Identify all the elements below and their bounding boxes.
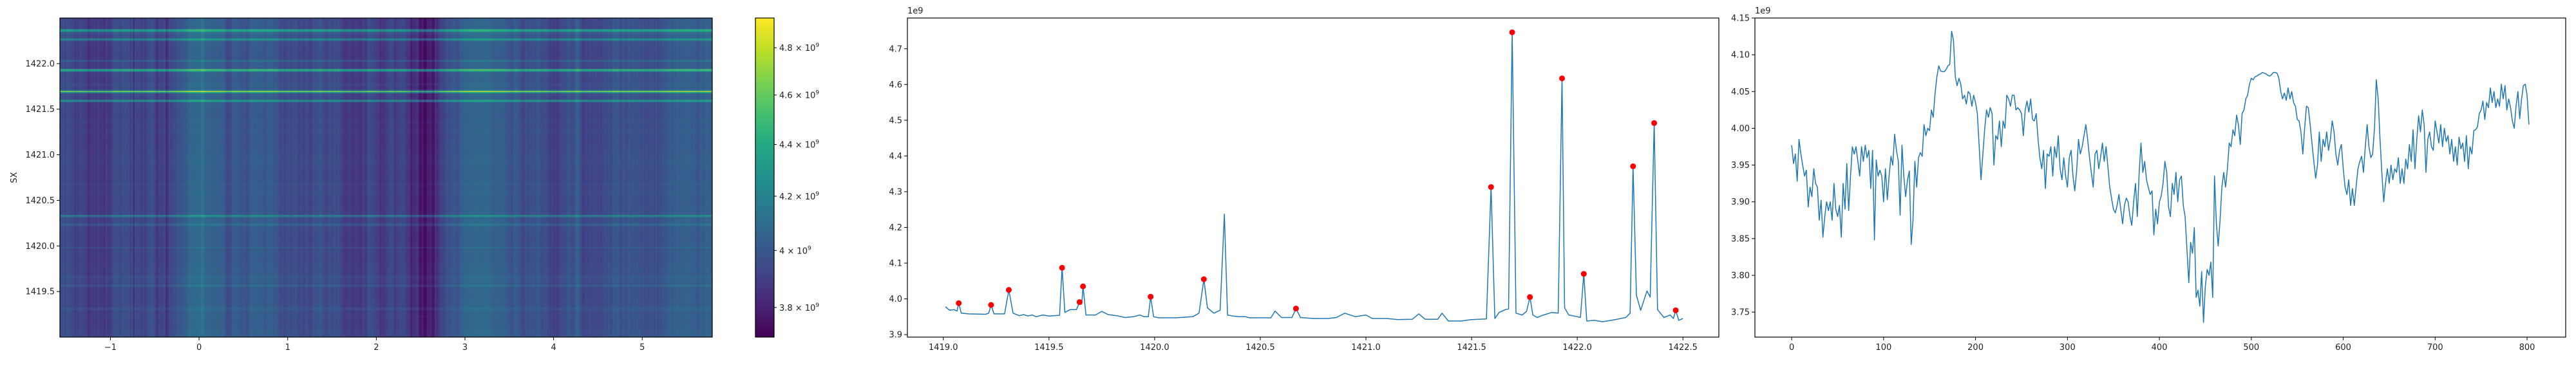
- y-tick-label: 4.00: [1731, 124, 1750, 134]
- y-tick-label: 4.1: [889, 259, 902, 269]
- x-tick-label: 4: [551, 343, 556, 353]
- peak-marker: [1293, 306, 1299, 312]
- y-tick-label: 3.90: [1731, 198, 1750, 207]
- colorbar-gradient: [755, 17, 775, 338]
- peak-marker: [1488, 184, 1494, 190]
- x-tick-label: −1: [104, 343, 117, 353]
- peak-marker: [1006, 287, 1012, 293]
- y-tick-label: 4.6: [889, 80, 902, 90]
- x-tick-label: 200: [1967, 343, 1984, 353]
- x-tick-label: 1422.5: [1668, 343, 1698, 353]
- peak-marker: [1630, 163, 1636, 170]
- y-tick-label: 1421.5: [26, 105, 55, 115]
- x-tick-label: 1419.0: [929, 343, 958, 353]
- x-tick-label: 1420.0: [1140, 343, 1170, 353]
- x-tick-label: 0: [1789, 343, 1794, 353]
- x-tick-label: 5: [639, 343, 645, 353]
- y-tick-label: 1420.0: [26, 242, 55, 252]
- colorbar-tick-label: 3.8 × 109: [779, 302, 819, 313]
- y-tick-label: 3.85: [1731, 234, 1750, 244]
- colorbar-tick-exponent: 9: [815, 302, 819, 309]
- x-tick-label: 700: [2427, 343, 2443, 353]
- peak-marker: [1148, 293, 1154, 300]
- y-tick-label: 3.95: [1731, 161, 1750, 170]
- colorbar-tick-mantissa: 4.6 × 10: [779, 91, 815, 101]
- y-tick-label: 4.7: [889, 44, 902, 54]
- axes-frame: [59, 17, 713, 338]
- colorbar-tick-exponent: 9: [815, 191, 819, 198]
- peak-marker: [1527, 294, 1533, 300]
- x-tick-label: 300: [2060, 343, 2076, 353]
- colorbar-tick-mantissa: 4.4 × 10: [779, 141, 815, 151]
- peak-marker: [1672, 307, 1679, 313]
- y-tick-label: 3.9: [889, 331, 902, 340]
- x-tick-label: 400: [2152, 343, 2168, 353]
- y-tick-label: 3.80: [1731, 271, 1750, 281]
- axes-frame: [907, 17, 1719, 338]
- x-tick-label: 2: [374, 343, 379, 353]
- x-tick-label: 1: [285, 343, 290, 353]
- colorbar-tick-exponent: 9: [808, 245, 811, 252]
- x-tick-label: 1421.5: [1457, 343, 1486, 353]
- y-tick-label: 1422.0: [26, 59, 55, 69]
- colorbar-tick-label: 4.8 × 109: [779, 42, 819, 53]
- x-tick-label: 500: [2243, 343, 2259, 353]
- x-tick-label: 0: [196, 343, 202, 353]
- colorbar-tick-label: 4.4 × 109: [779, 140, 819, 151]
- peak-marker: [1059, 264, 1065, 271]
- peak-marker: [1559, 75, 1566, 82]
- peak-line-panel: 1419.0 1419.5 1420.0 1420.5 1421.0 1421.5 1422…: [889, 6, 1719, 353]
- x-tick-label: 1419.5: [1034, 343, 1064, 353]
- peak-marker: [1651, 120, 1658, 126]
- y-tick-label: 4.10: [1731, 51, 1750, 60]
- series-line: [945, 32, 1683, 322]
- axis-offset-label: 1e9: [1755, 6, 1771, 16]
- y-tick-label: 4.15: [1731, 14, 1750, 24]
- peak-marker: [1200, 276, 1207, 282]
- series-line: [1791, 30, 2530, 323]
- colorbar-tick-mantissa: 4 × 10: [779, 246, 808, 256]
- x-tick-label: 1422.0: [1562, 343, 1592, 353]
- x-tick-label: 1420.5: [1245, 343, 1275, 353]
- y-tick-label: 1419.5: [26, 288, 55, 297]
- y-tick-label: 4.05: [1731, 87, 1750, 97]
- colorbar-tick-mantissa: 4.8 × 10: [779, 44, 815, 53]
- y-tick-label: 4.0: [889, 295, 902, 304]
- y-axis-label: SX: [10, 172, 19, 183]
- y-tick-label: 1421.0: [26, 151, 55, 160]
- colorbar-tick-mantissa: 4.2 × 10: [779, 192, 815, 202]
- peak-marker: [1080, 283, 1086, 290]
- heatmap-image: [60, 18, 712, 337]
- x-tick-label: 100: [1875, 343, 1891, 353]
- heatmap-panel: −1 0 1 2 3 4 5 1419.5 1420.0 1420.5 1421.0 1421.5 14…: [10, 17, 713, 353]
- colorbar-tick-label: 4 × 109: [779, 245, 811, 256]
- peak-marker: [1580, 271, 1587, 277]
- colorbar-tick-exponent: 9: [815, 140, 819, 146]
- y-tick-label: 4.4: [889, 152, 902, 161]
- y-tick-label: 4.3: [889, 187, 902, 197]
- axis-offset-label: 1e9: [907, 6, 923, 16]
- peak-marker: [988, 302, 994, 308]
- y-tick-label: 1420.5: [26, 196, 55, 206]
- y-tick-label: 3.75: [1731, 308, 1750, 318]
- x-tick-label: 600: [2335, 343, 2351, 353]
- colorbar-tick-mantissa: 3.8 × 10: [779, 304, 815, 313]
- colorbar-tick-label: 4.2 × 109: [779, 191, 819, 202]
- y-tick-label: 4.5: [889, 116, 902, 125]
- peak-marker: [1076, 299, 1083, 306]
- x-tick-label: 3: [462, 343, 468, 353]
- colorbar-tick-exponent: 9: [815, 90, 819, 96]
- axes-frame: [1754, 17, 2566, 338]
- y-tick-label: 4.2: [889, 223, 902, 233]
- peak-marker: [956, 300, 962, 306]
- x-tick-label: 800: [2519, 343, 2535, 353]
- colorbar-tick-label: 4.6 × 109: [779, 90, 819, 101]
- colorbar-tick-exponent: 9: [815, 42, 819, 49]
- x-tick-label: 1421.0: [1351, 343, 1381, 353]
- trace-line-panel: 0 100 200 300 400 500 600 700 800 3.75 3.80 3.85 3.9…: [1731, 6, 2566, 353]
- peak-marker: [1509, 29, 1515, 35]
